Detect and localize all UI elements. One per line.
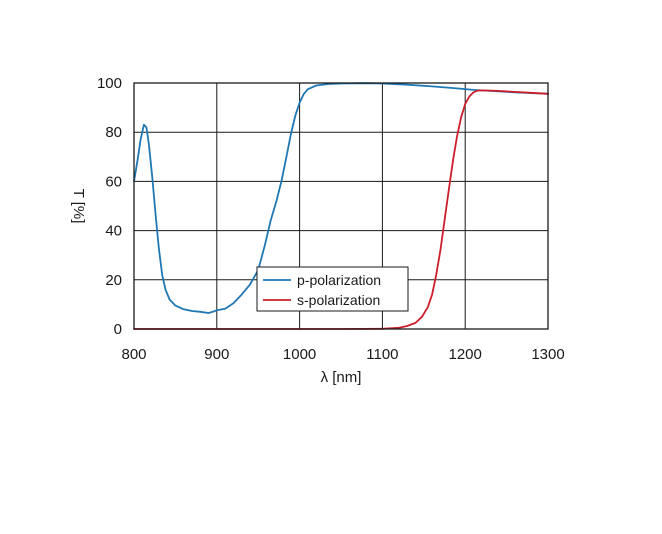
x-axis-title: λ [nm] — [321, 369, 362, 386]
series-line-s-polarization — [133, 89, 549, 330]
y-tick-label: 40 — [105, 223, 122, 240]
y-tick-label: 100 — [97, 75, 122, 92]
x-tick-label: 900 — [204, 346, 229, 363]
y-axis-title: T [%] — [70, 189, 87, 224]
y-tick-label: 20 — [105, 272, 122, 289]
x-tick-label: 1300 — [531, 346, 564, 363]
y-tick-label: 0 — [114, 321, 122, 338]
legend-label: p-polarization — [297, 272, 381, 288]
plot-frame — [133, 82, 549, 330]
tick-labels: 800 900 1000 1100 1200 1300 0 20 40 60 80 100 — [97, 75, 565, 363]
legend: p-polarization s-polarization — [256, 266, 409, 312]
x-tick-label: 800 — [121, 346, 146, 363]
y-tick-label: 80 — [105, 124, 122, 141]
legend-box — [256, 266, 409, 312]
legend-label: s-polarization — [297, 292, 380, 308]
x-tick-label: 1200 — [449, 346, 482, 363]
y-tick-label: 60 — [105, 173, 122, 190]
x-tick-label: 1100 — [366, 346, 398, 363]
x-tick-label: 1000 — [283, 346, 316, 363]
